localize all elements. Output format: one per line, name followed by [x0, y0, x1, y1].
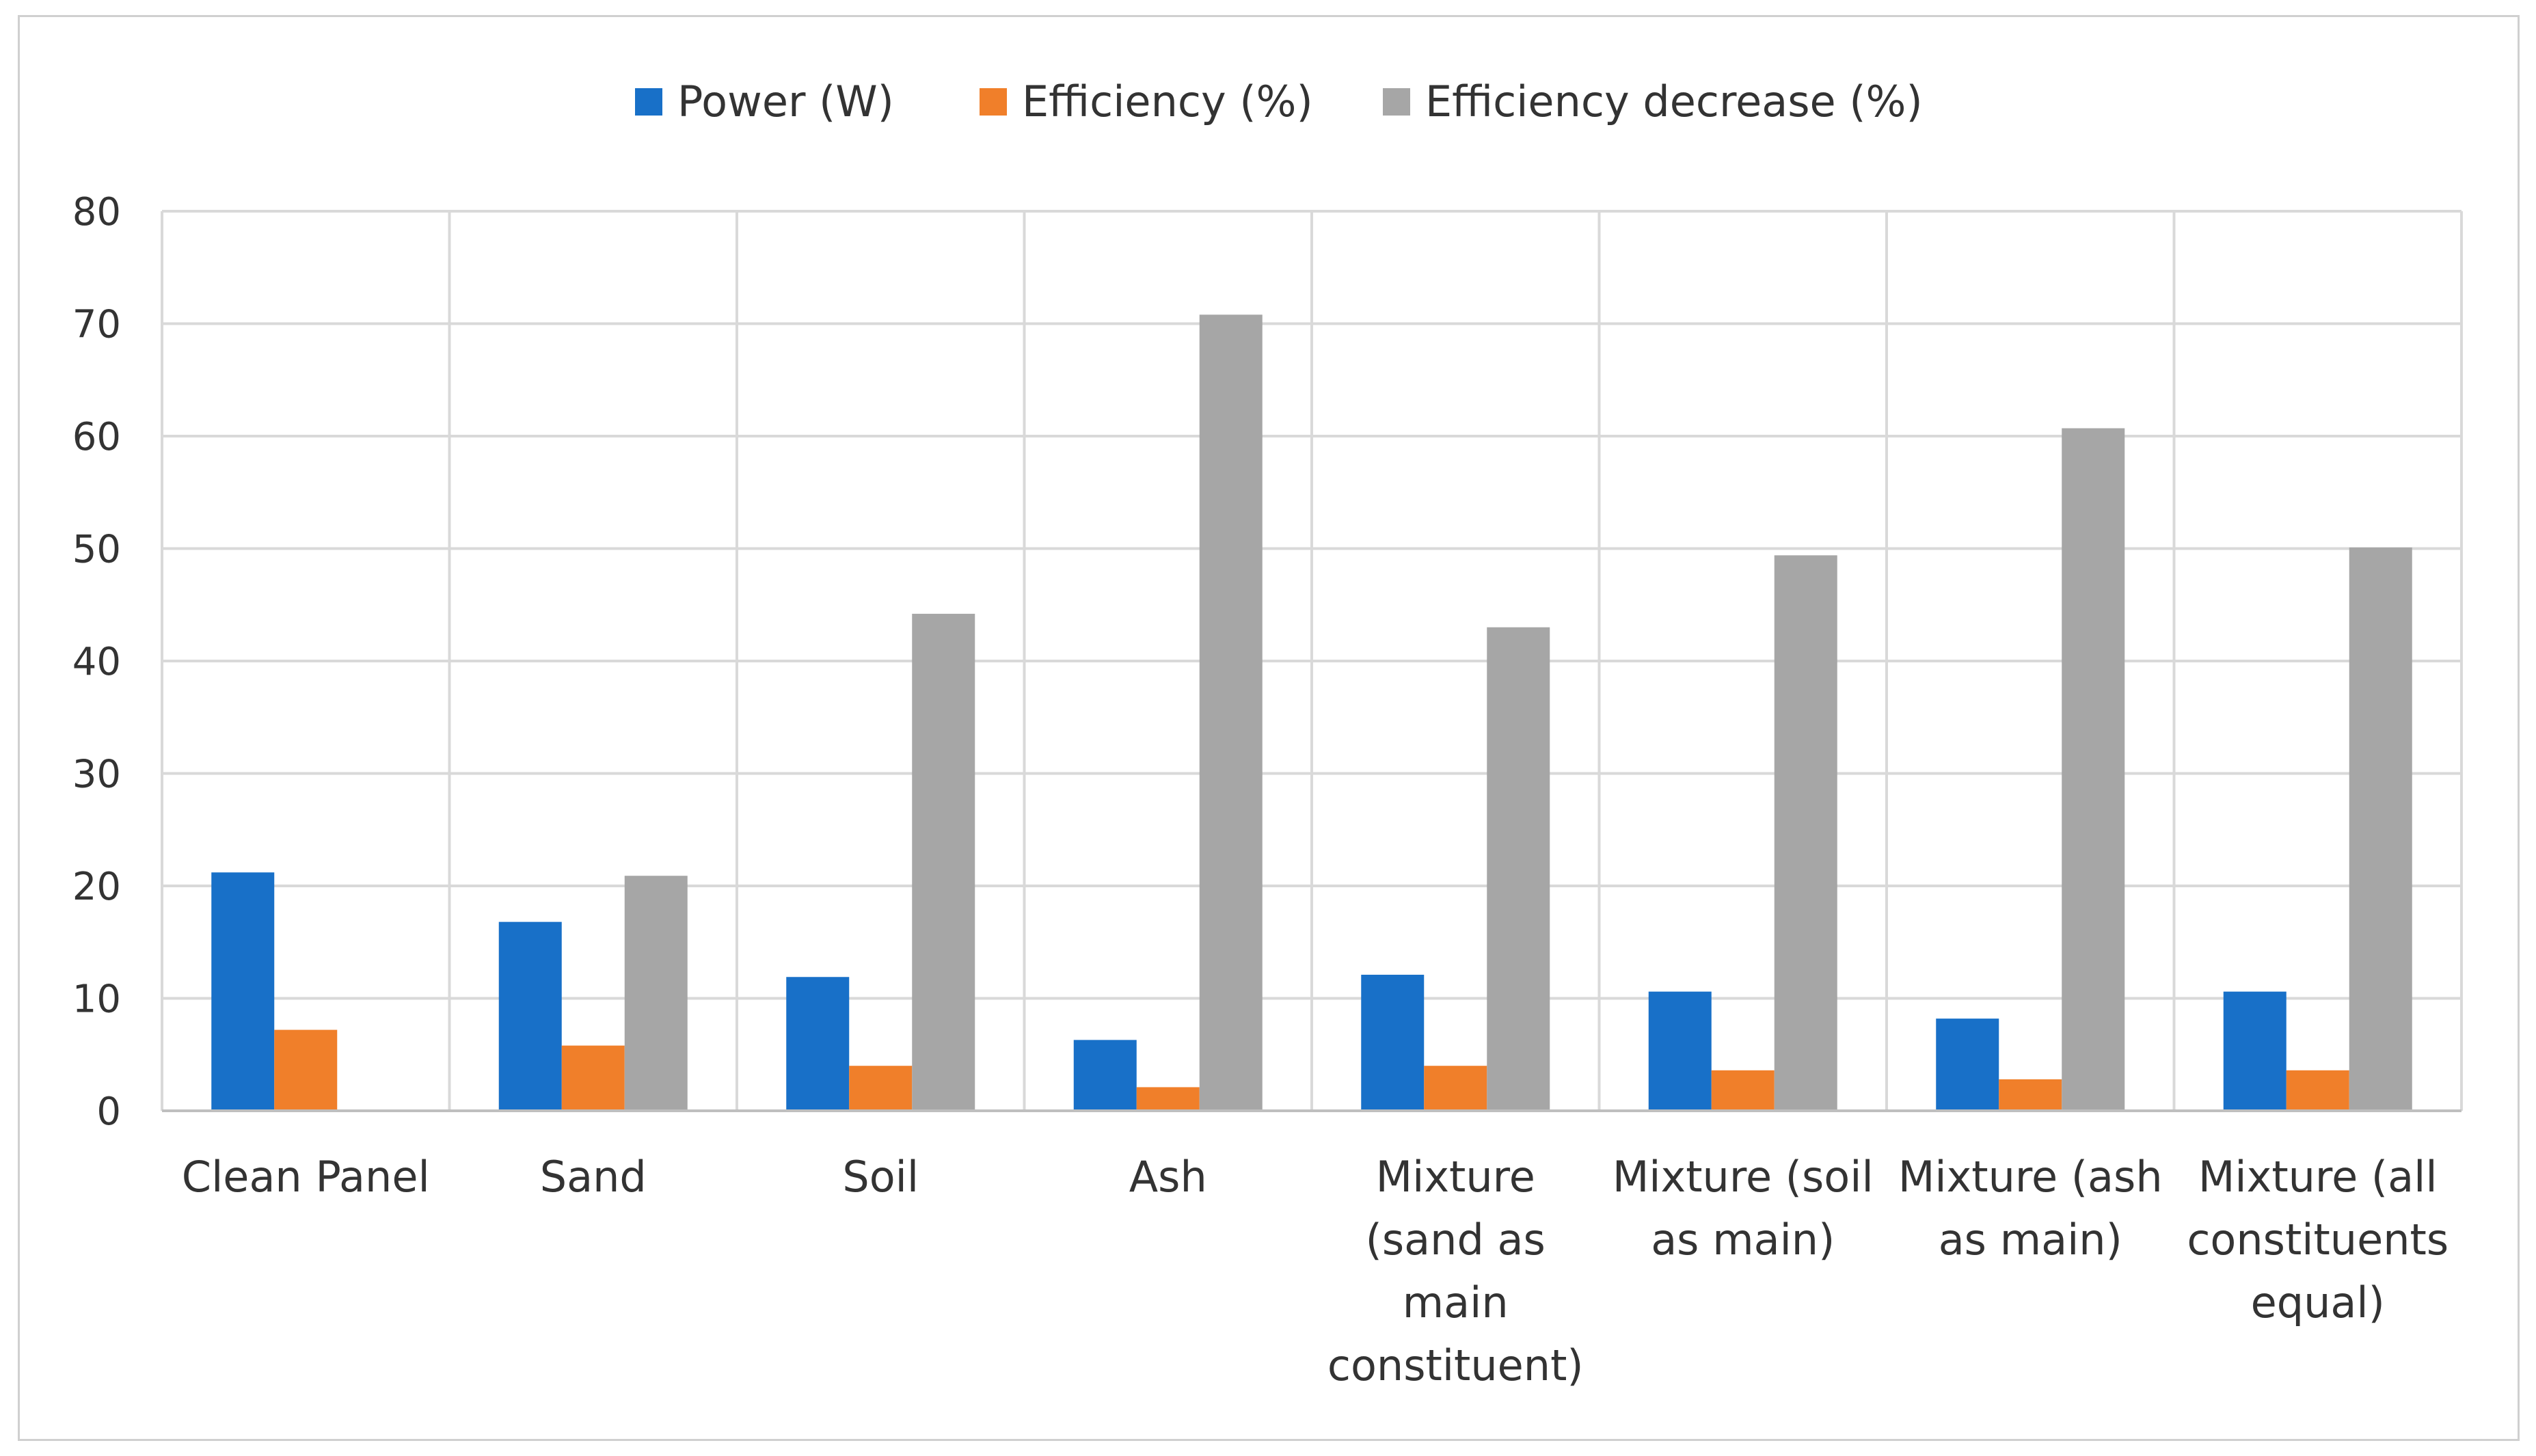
bar	[211, 872, 275, 1111]
x-tick-label: Clean Panel	[182, 1152, 430, 1202]
x-tick-label-line: as main)	[1651, 1215, 1835, 1265]
x-tick-label: Mixture (sand as main constituent)	[1327, 1152, 1584, 1390]
x-tick-label-line: Ash	[1129, 1152, 1207, 1202]
x-tick-label-line: Mixture (soil	[1613, 1152, 1874, 1202]
bar	[1648, 991, 1712, 1111]
y-tick-label: 30	[72, 753, 121, 797]
x-tick-label: Mixture (all constituents equal)	[2187, 1152, 2449, 1327]
bar	[2223, 991, 2287, 1111]
y-tick-label: 50	[72, 528, 121, 572]
legend: Power (W) Efficiency (%) Efficiency decrea…	[635, 77, 1923, 126]
y-tick-label: 60	[72, 415, 121, 459]
x-tick-label: Sand	[540, 1152, 647, 1202]
bar	[1936, 1019, 1999, 1111]
bar	[849, 1066, 913, 1111]
y-tick-label: 10	[72, 978, 121, 1022]
x-tick-label-line: constituents	[2187, 1215, 2449, 1265]
legend-swatch	[980, 88, 1007, 116]
bar	[786, 977, 850, 1111]
bar	[1361, 974, 1425, 1111]
y-tick-label: 40	[72, 640, 121, 684]
x-tick-label-line: Sand	[540, 1152, 647, 1202]
bar	[624, 876, 688, 1111]
x-tick-label-line: (sand as	[1366, 1215, 1546, 1265]
x-tick-label: Ash	[1129, 1152, 1207, 1202]
bar	[1774, 555, 1837, 1111]
gridlines	[161, 210, 2463, 1112]
x-axis: Clean Panel Sand Soil Ash Mixture (sand as mai…	[162, 1109, 2461, 1390]
y-tick-label: 70	[72, 303, 121, 347]
legend-label: Power (W)	[677, 77, 894, 126]
bar	[1711, 1070, 1775, 1111]
y-tick-label: 20	[72, 865, 121, 909]
x-tick-label-line: Clean Panel	[182, 1152, 430, 1202]
chart-svg: Power (W) Efficiency (%) Efficiency decrea…	[72, 77, 2463, 1390]
legend-label: Efficiency decrease (%)	[1425, 77, 1923, 126]
x-tick-label-line: constituent)	[1327, 1340, 1584, 1390]
x-tick-label-line: Mixture (all	[2198, 1152, 2438, 1202]
x-tick-label-line: equal)	[2251, 1278, 2385, 1327]
x-tick-label: Mixture (soil as main)	[1613, 1152, 1874, 1265]
bar	[1999, 1079, 2062, 1111]
legend-swatch	[635, 88, 662, 116]
bars	[211, 314, 2412, 1111]
x-tick-label-line: Soil	[842, 1152, 919, 1202]
x-tick-label-line: main	[1403, 1278, 1509, 1327]
legend-swatch	[1383, 88, 1410, 116]
bar	[498, 921, 562, 1111]
bar	[561, 1045, 625, 1111]
y-tick-label: 0	[96, 1090, 121, 1134]
x-tick-label: Soil	[842, 1152, 919, 1202]
x-tick-label-line: as main)	[1939, 1215, 2122, 1265]
x-tick-label-line: Mixture	[1376, 1152, 1535, 1202]
bar	[1136, 1087, 1200, 1111]
y-tick-label: 80	[72, 190, 121, 234]
bar	[912, 613, 975, 1111]
bar	[1487, 627, 1550, 1111]
bar	[2349, 547, 2412, 1111]
bar	[1073, 1040, 1137, 1111]
y-axis: 0 10 20 30 40 50 60 70 80	[72, 190, 121, 1134]
x-tick-label: Mixture (ash as main)	[1898, 1152, 2163, 1265]
bar	[274, 1029, 338, 1111]
chart-frame: Power (W) Efficiency (%) Efficiency decrea…	[18, 15, 2520, 1441]
legend-label: Efficiency (%)	[1022, 77, 1313, 126]
bar	[2062, 428, 2125, 1111]
bar	[1199, 314, 1263, 1111]
bar	[2286, 1070, 2349, 1111]
bar	[1424, 1066, 1487, 1111]
x-tick-label-line: Mixture (ash	[1898, 1152, 2163, 1202]
